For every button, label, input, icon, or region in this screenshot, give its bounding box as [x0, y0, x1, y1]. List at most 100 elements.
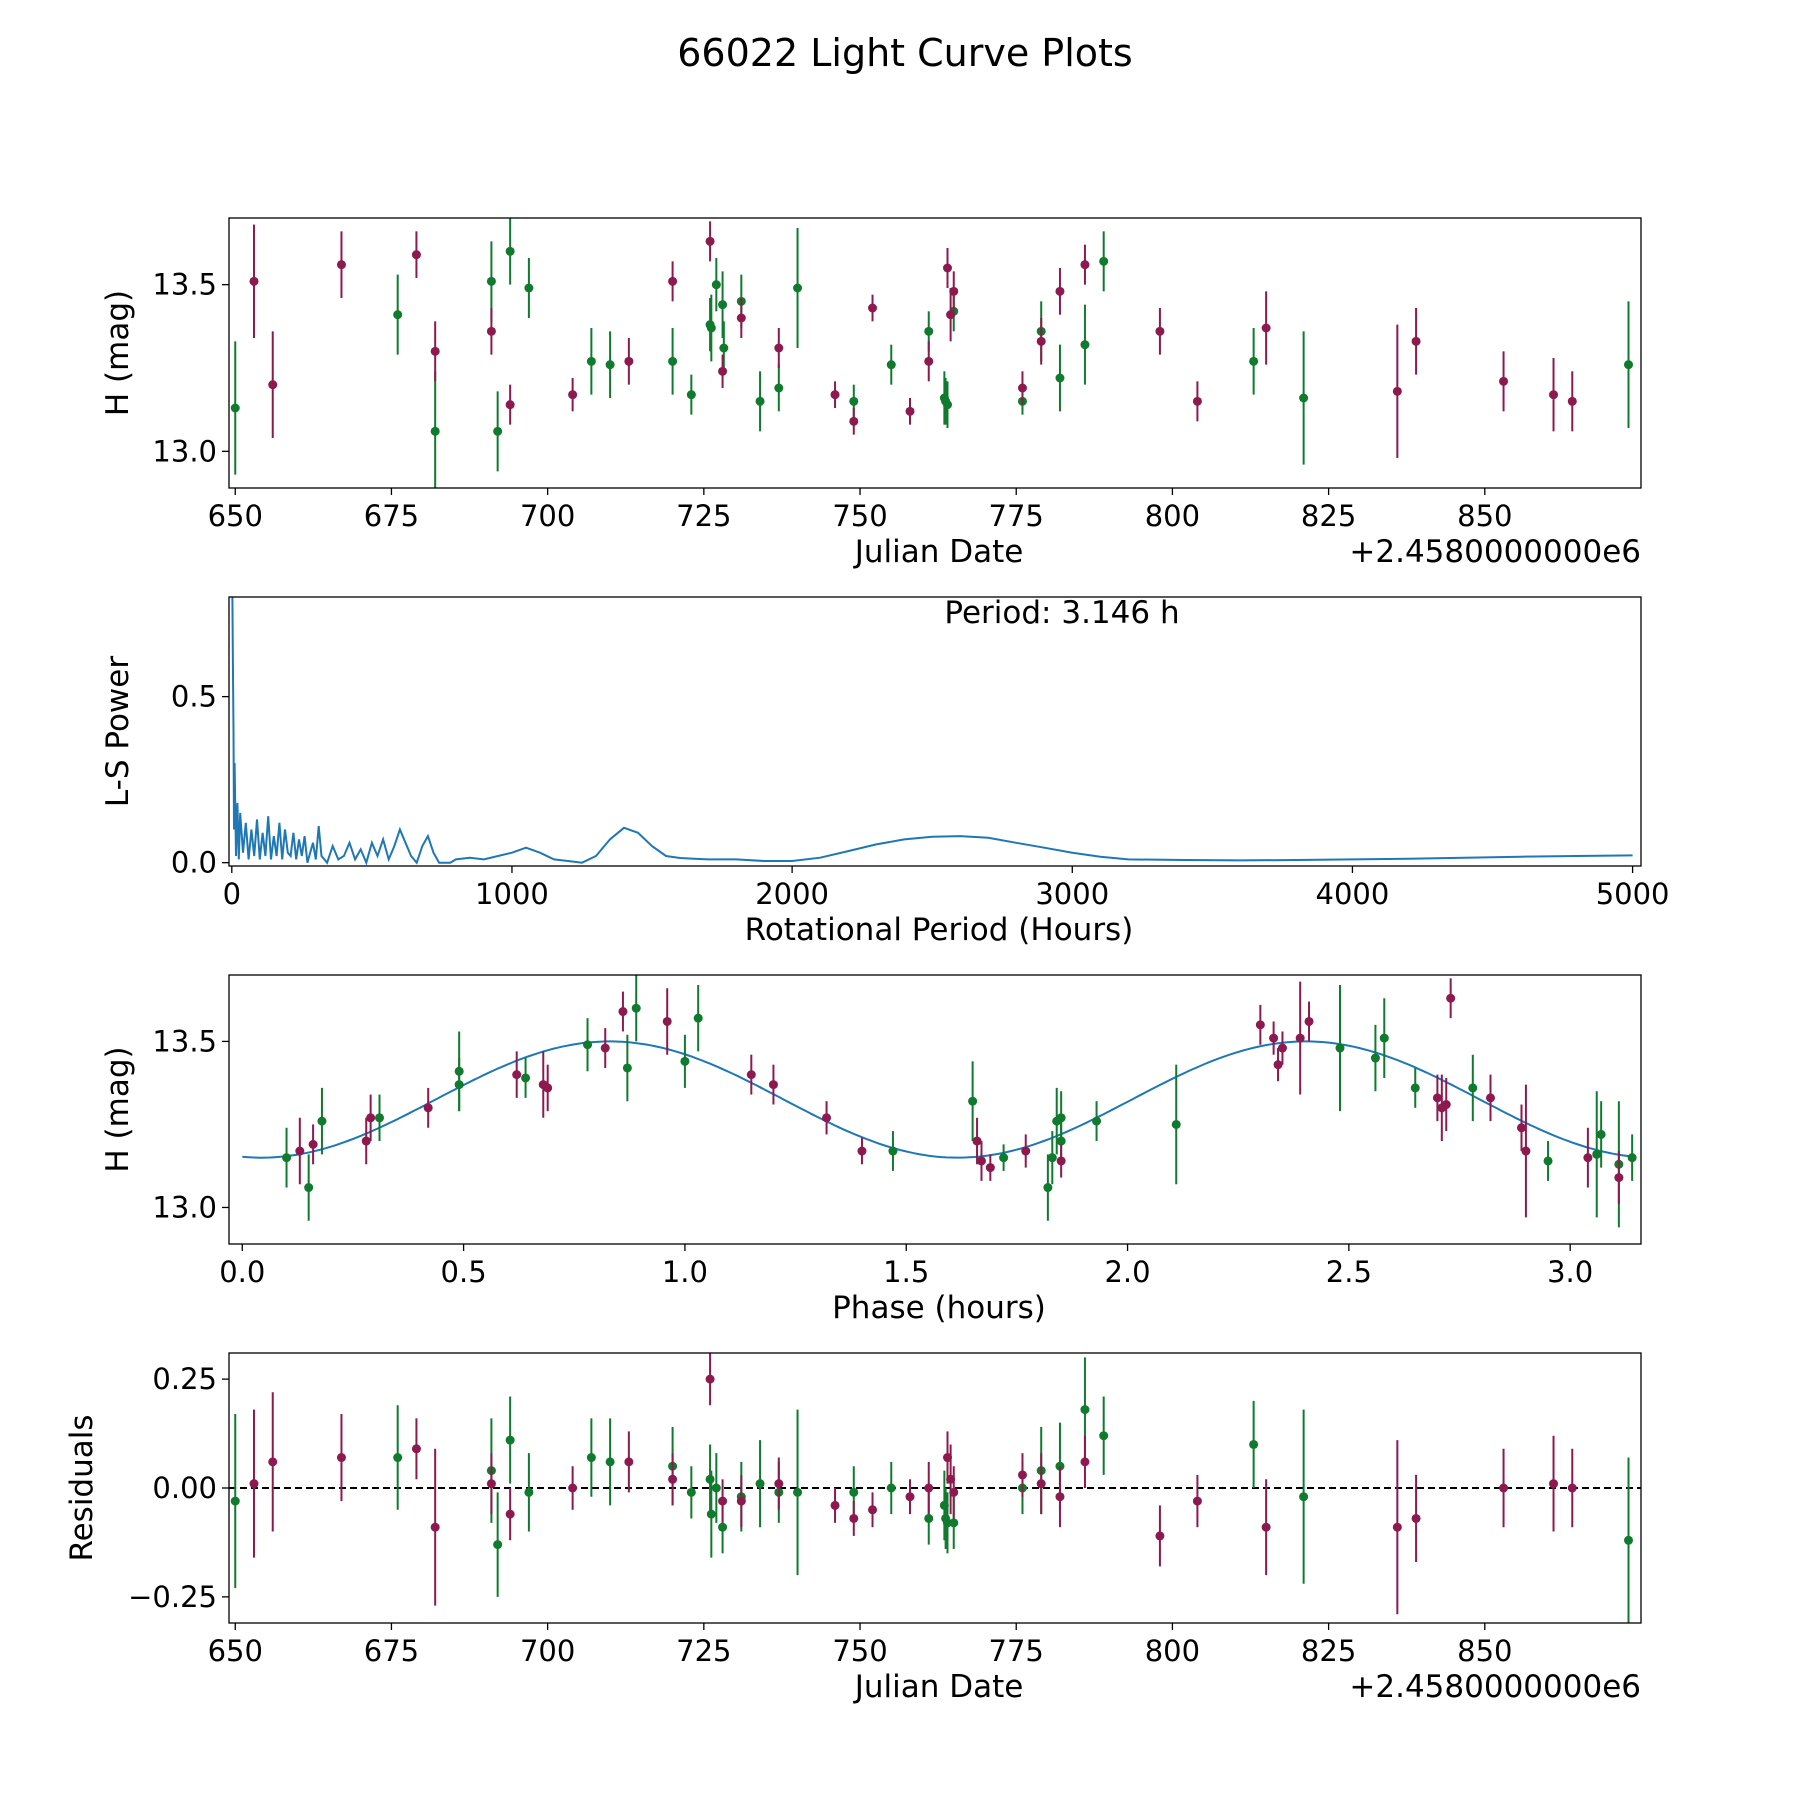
data-point [942, 263, 952, 273]
data-point [1036, 1479, 1046, 1489]
data-point [1441, 1100, 1451, 1110]
x-tick-label: 3000 [1035, 877, 1109, 911]
x-tick-label: 2000 [755, 877, 829, 911]
data-point [1099, 1431, 1109, 1441]
y-tick-label: 13.0 [152, 434, 217, 468]
model-fit-curve [242, 1040, 1633, 1159]
data-point [774, 1479, 784, 1489]
data-point [304, 1183, 314, 1193]
data-point [1543, 1156, 1553, 1166]
data-point [999, 1153, 1009, 1163]
data-point [282, 1153, 292, 1163]
data-point [586, 1453, 596, 1463]
data-point [793, 1487, 803, 1497]
data-point [1295, 1033, 1305, 1043]
x-axis-label: Julian Date [853, 534, 1024, 570]
data-point [1043, 1183, 1053, 1193]
data-point [972, 1136, 982, 1146]
data-point [949, 1518, 959, 1528]
data-point [711, 280, 721, 290]
data-point [308, 1139, 318, 1149]
data-point [624, 356, 634, 366]
data-point [942, 400, 952, 410]
x-tick-label: 700 [520, 1634, 575, 1668]
data-point [1549, 390, 1559, 400]
data-point [868, 303, 878, 313]
data-point [1567, 396, 1577, 406]
x-tick-label: 725 [676, 499, 731, 533]
data-point [888, 1146, 898, 1156]
x-axis-label: Phase (hours) [832, 1290, 1046, 1326]
data-point [631, 1003, 641, 1013]
data-point [361, 1136, 371, 1146]
data-point [736, 1496, 746, 1506]
series-green [230, 218, 1634, 488]
panel-ls: 0 1000 2000 3000 4000 5000 0.0 0.5 Rotational Pe… [100, 595, 1670, 948]
data-point [768, 1080, 778, 1090]
data-point [924, 326, 934, 336]
data-point [924, 1513, 934, 1523]
x-axis-label: Julian Date [853, 1669, 1024, 1705]
data-point [1036, 336, 1046, 346]
x-tick-label: 825 [1301, 1634, 1356, 1668]
data-point [705, 1374, 715, 1384]
data-point [822, 1113, 832, 1123]
data-point [1192, 396, 1202, 406]
x-tick-label: 1.0 [662, 1255, 708, 1289]
x-tick-label: 775 [989, 499, 1044, 533]
data-point [1171, 1119, 1181, 1129]
x-tick-label: 0.0 [219, 1255, 265, 1289]
x-tick-label: 3.0 [1547, 1255, 1593, 1289]
data-point [411, 1444, 421, 1454]
data-point [1249, 1439, 1259, 1449]
data-point [905, 406, 915, 416]
data-point [705, 236, 715, 246]
series-purple [249, 221, 1577, 458]
data-point [618, 1007, 628, 1017]
data-point [719, 343, 729, 353]
data-point [968, 1096, 978, 1106]
data-point [942, 1518, 952, 1528]
data-point [849, 416, 859, 426]
data-point [1080, 1405, 1090, 1415]
data-point [1192, 1496, 1202, 1506]
data-point [755, 1479, 765, 1489]
data-point [868, 1505, 878, 1515]
data-point [622, 1063, 632, 1073]
data-point [718, 366, 728, 376]
data-point [586, 356, 596, 366]
data-point [886, 1483, 896, 1493]
x-tick-label: 675 [364, 499, 419, 533]
y-axis-label: H (mag) [100, 290, 136, 416]
data-point [568, 1483, 578, 1493]
data-point [1299, 1492, 1309, 1502]
data-point [393, 1453, 403, 1463]
panel-lc: 650 675 700 725 750 775 800 825 850 13.0 13.5 Julia… [100, 217, 1642, 570]
data-point [430, 1522, 440, 1532]
data-point [493, 1540, 503, 1550]
data-point [1624, 360, 1634, 370]
data-point [711, 1483, 721, 1493]
data-point [505, 400, 515, 410]
y-tick-label: −0.25 [128, 1580, 217, 1614]
data-point [1055, 373, 1065, 383]
data-point [1627, 1153, 1637, 1163]
data-point [1596, 1129, 1606, 1139]
data-point [706, 323, 716, 333]
panel-phase: 0.0 0.5 1.0 1.5 2.0 2.5 3.0 13.0 13.5 Phase (hour… [100, 974, 1642, 1326]
data-point [524, 1487, 534, 1497]
data-point [317, 1116, 327, 1126]
data-point [886, 360, 896, 370]
data-point [268, 1457, 278, 1467]
data-point [1335, 1043, 1345, 1053]
figure-title: 66022 Light Curve Plots [677, 31, 1132, 75]
plot-area-res [229, 1353, 1641, 1623]
data-point [1446, 993, 1456, 1003]
data-point [486, 276, 496, 286]
data-point [1080, 1457, 1090, 1467]
data-point [1614, 1173, 1624, 1183]
plot-area-ls [231, 597, 1633, 866]
data-point [423, 1103, 433, 1113]
data-point [706, 1509, 716, 1519]
